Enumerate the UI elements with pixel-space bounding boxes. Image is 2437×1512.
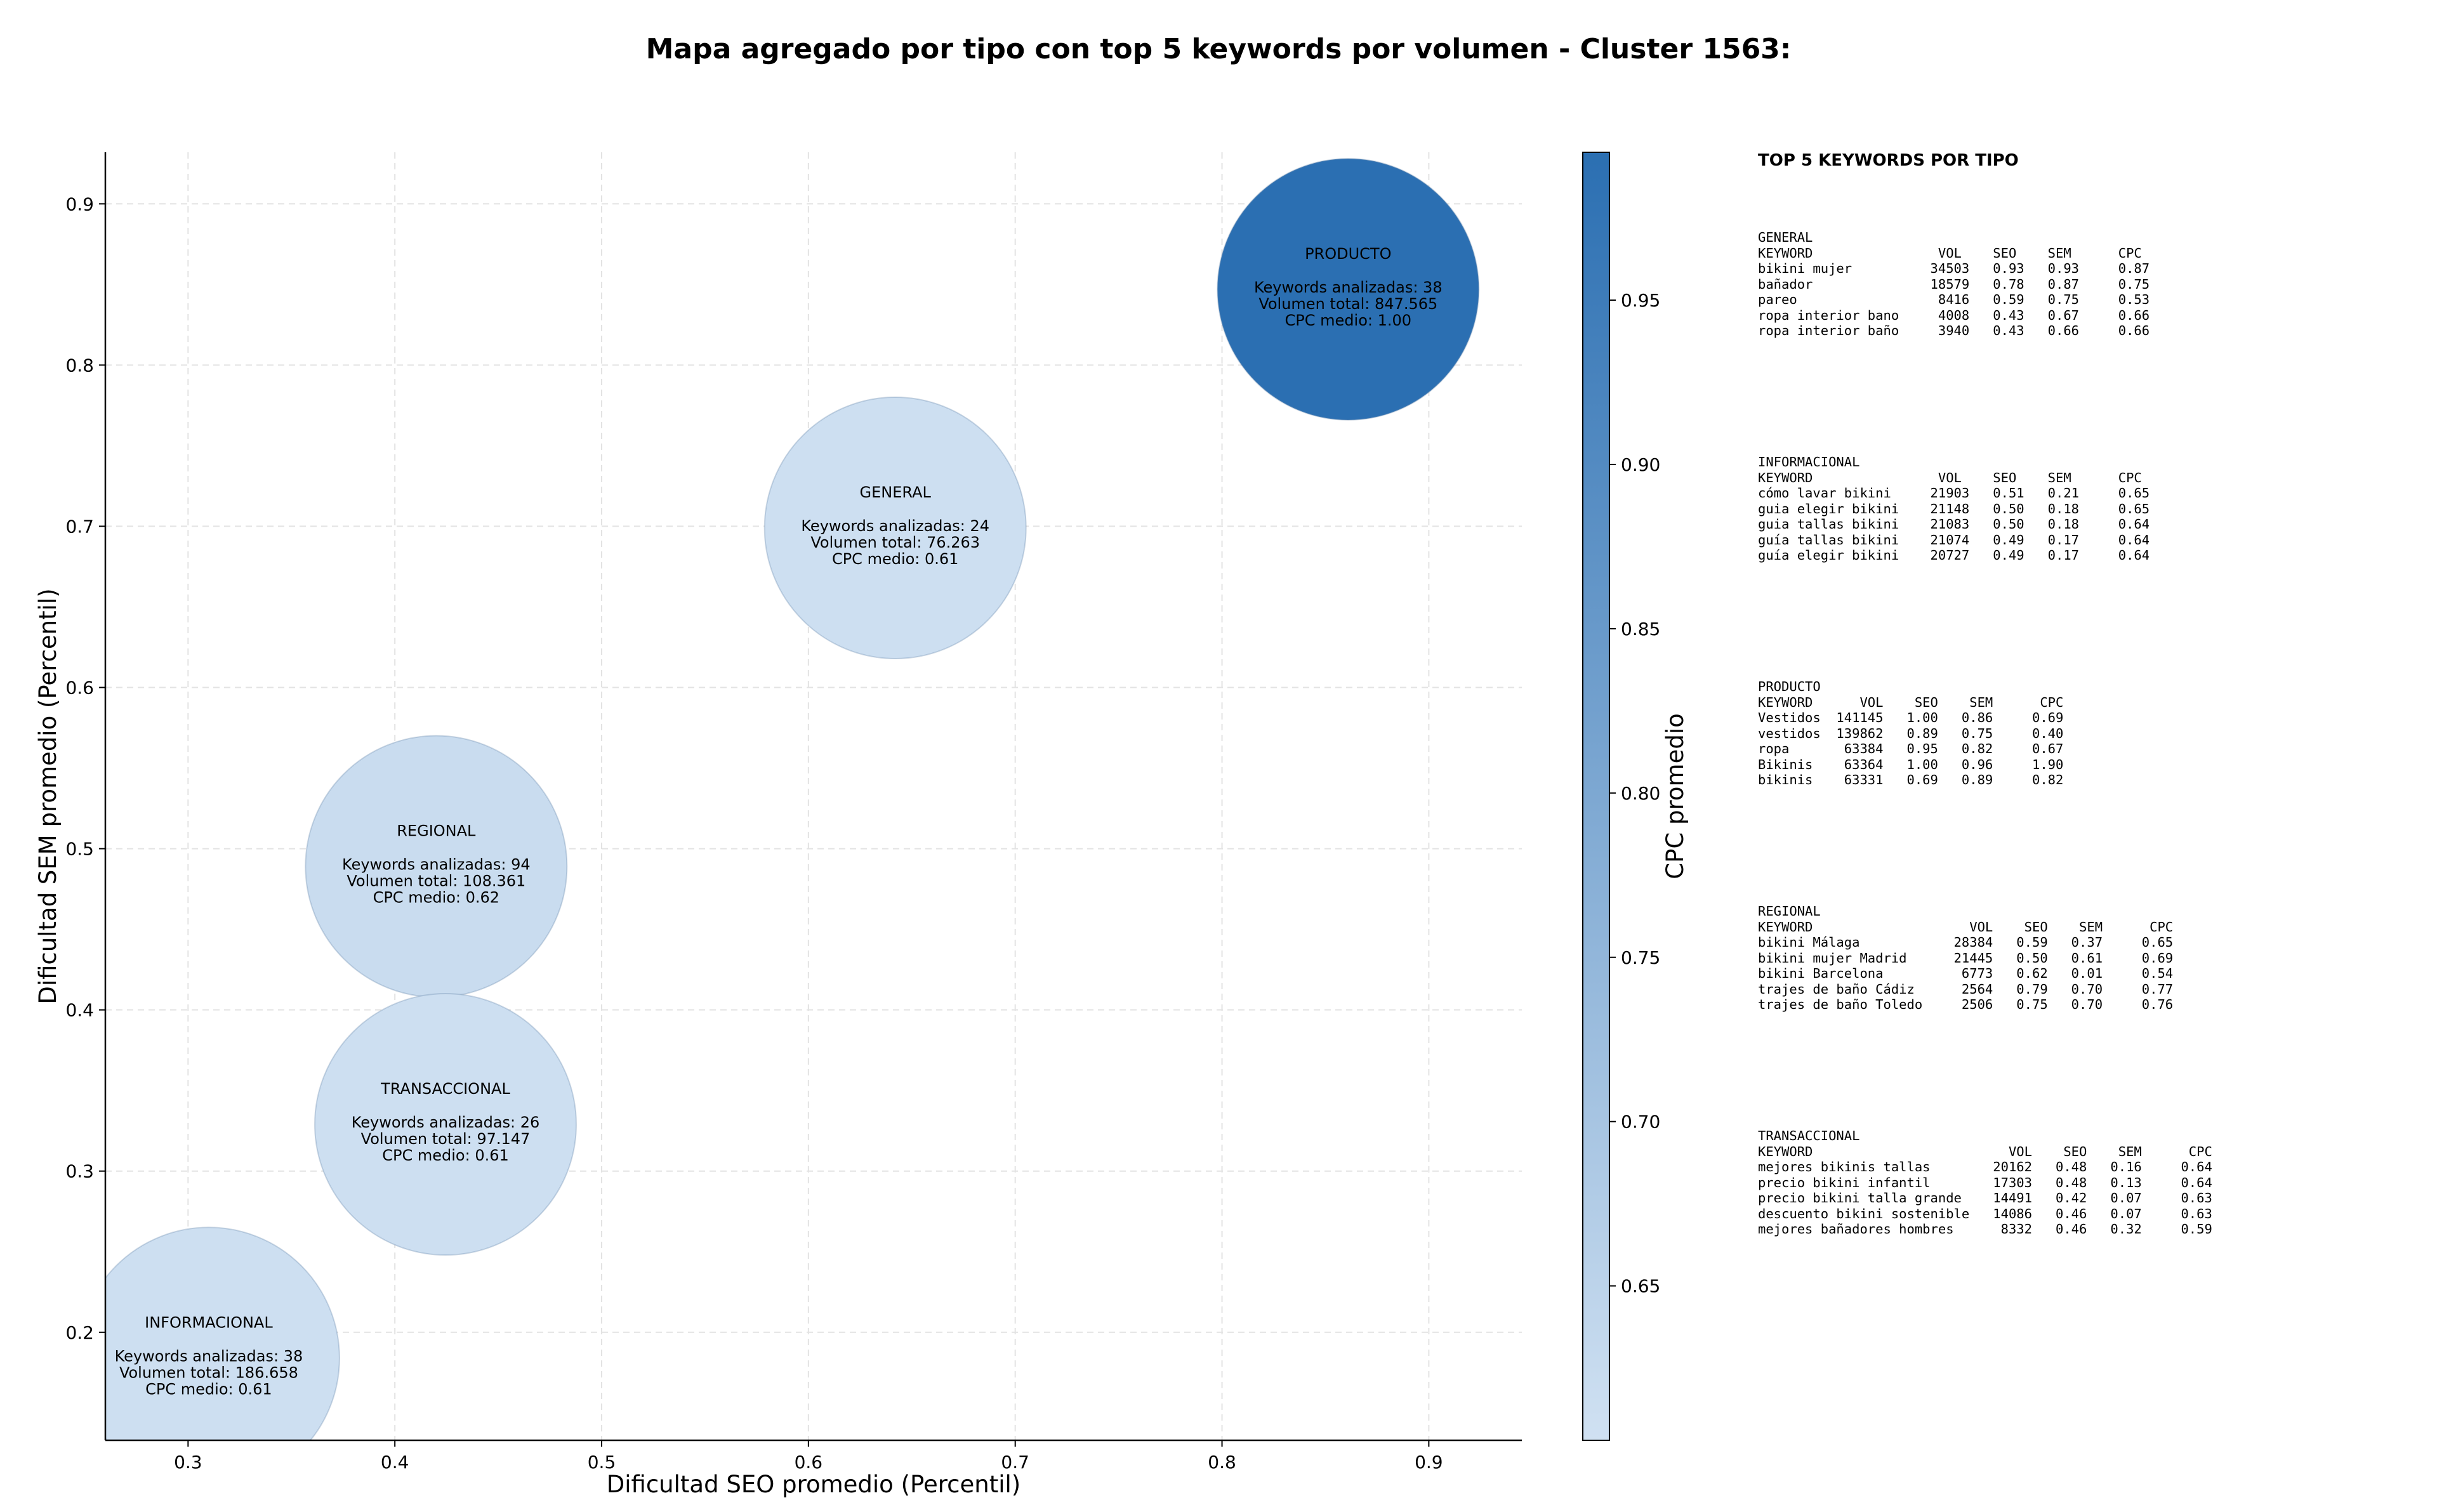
table-row: trajes de baño Cádiz 2564 0.79 0.70 0.77 [1758, 981, 2174, 997]
colorbar-tick-label: 0.65 [1621, 1276, 1660, 1297]
table-header: KEYWORD VOL SEO SEM CPC [1758, 1143, 2212, 1159]
table-row: Vestidos 141145 1.00 0.86 0.69 [1758, 710, 2064, 725]
table-row: guía tallas bikini 21074 0.49 0.17 0.64 [1758, 532, 2150, 548]
colorbar: 0.65 0.70 0.75 0.80 0.85 0.90 0.95 [1582, 152, 1660, 1441]
x-tick-label: 0.3 [174, 1452, 202, 1473]
grid [105, 152, 1522, 1440]
bubble-producto [1217, 157, 1480, 421]
table-header: KEYWORD VOL SEO SEM CPC [1758, 919, 2174, 935]
table-row: mejores bañadores hombres 8332 0.46 0.32… [1758, 1221, 2212, 1237]
x-tick-label: 0.5 [588, 1452, 616, 1473]
bubble-transaccional [314, 993, 578, 1256]
bubble-annotation: Keywords analizadas: 38 [1254, 279, 1443, 296]
table-row: precio bikini infantil 17303 0.48 0.13 0… [1758, 1174, 2212, 1190]
colorbar-tick-label: 0.95 [1621, 290, 1660, 311]
bubbles [105, 157, 1480, 1440]
table-row: cómo lavar bikini 21903 0.51 0.21 0.65 [1758, 485, 2150, 501]
axes: 0.3 0.4 0.5 0.6 0.7 0.8 0.9 0.2 0.3 0.4 0.5 0.6 0.7 0… [65, 152, 1522, 1473]
keyword-table-informacional: INFORMACIONAL KEYWORD VOL SEO SEM CPC có… [1758, 454, 2150, 563]
table-row: bikini mujer Madrid 21445 0.50 0.61 0.69 [1758, 950, 2174, 966]
colorbar-tick-label: 0.80 [1621, 783, 1660, 804]
colorbar-tick-label: 0.85 [1621, 619, 1660, 640]
table-row: mejores bikinis tallas 20162 0.48 0.16 0… [1758, 1159, 2212, 1174]
y-tick-label: 0.2 [65, 1322, 94, 1343]
table-title: INFORMACIONAL [1758, 454, 1860, 470]
bubble-annotation: Keywords analizadas: 94 [342, 856, 531, 874]
table-row: Bikinis 63364 1.00 0.96 1.90 [1758, 756, 2064, 772]
table-row: bañador 18579 0.78 0.87 0.75 [1758, 276, 2150, 292]
top-keywords-heading: TOP 5 KEYWORDS POR TIPO [1758, 151, 2019, 170]
table-title: PRODUCTO [1758, 679, 1821, 694]
table-header: KEYWORD VOL SEO SEM CPC [1758, 245, 2142, 261]
colorbar-label: CPC promedio [1661, 713, 1689, 879]
table-header: KEYWORD VOL SEO SEM CPC [1758, 694, 2064, 710]
table-row: bikini mujer 34503 0.93 0.93 0.87 [1758, 261, 2150, 276]
table-row: vestidos 139862 0.89 0.75 0.40 [1758, 725, 2064, 741]
chart-title: Mapa agregado por tipo con top 5 keyword… [645, 33, 1792, 65]
bubble-annotation: Volumen total: 97.147 [361, 1130, 531, 1148]
bubble-label: REGIONAL [397, 822, 476, 840]
table-title: GENERAL [1758, 230, 1813, 245]
table-row: guía elegir bikini 20727 0.49 0.17 0.64 [1758, 548, 2150, 563]
keyword-table-producto: PRODUCTO KEYWORD VOL SEO SEM CPC Vestido… [1758, 679, 2063, 788]
bubble-general [763, 396, 1027, 659]
y-tick-label: 0.5 [65, 839, 94, 860]
colorbar-tick-label: 0.70 [1621, 1112, 1660, 1133]
keyword-table-general: GENERAL KEYWORD VOL SEO SEM CPC bikini m… [1758, 230, 2150, 339]
colorbar-tick-label: 0.90 [1621, 454, 1660, 475]
y-axis-label: Dificultad SEM promedio (Percentil) [34, 588, 62, 1004]
bubble-annotation: Volumen total: 76.263 [810, 534, 980, 551]
bubble-label: TRANSACCIONAL [380, 1080, 510, 1098]
bubble-label: INFORMACIONAL [145, 1313, 273, 1331]
bubble-annotation: CPC medio: 0.62 [373, 889, 500, 907]
y-tick-label: 0.7 [65, 516, 94, 537]
table-row: descuento bikini sostenible 14086 0.46 0… [1758, 1206, 2212, 1221]
x-tick-label: 0.4 [381, 1452, 409, 1473]
x-tick-label: 0.9 [1415, 1452, 1443, 1473]
x-tick-label: 0.7 [1001, 1452, 1029, 1473]
bubble-annotation: CPC medio: 0.61 [382, 1147, 509, 1164]
table-row: ropa interior bano 4008 0.43 0.67 0.66 [1758, 307, 2150, 323]
bubble-annotation: Volumen total: 847.565 [1258, 295, 1437, 313]
y-tick-label: 0.3 [65, 1161, 94, 1182]
x-tick-label: 0.8 [1208, 1452, 1236, 1473]
bubble-annotation: Keywords analizadas: 24 [801, 517, 989, 535]
y-tick-label: 0.9 [65, 194, 94, 214]
table-row: guia elegir bikini 21148 0.50 0.18 0.65 [1758, 501, 2150, 516]
bubble-label: GENERAL [860, 483, 932, 501]
bubble-annotation: CPC medio: 0.61 [832, 550, 959, 568]
bubble-annotation: Keywords analizadas: 26 [352, 1114, 540, 1131]
table-row: bikini Barcelona 6773 0.62 0.01 0.54 [1758, 966, 2174, 981]
keyword-table-regional: REGIONAL KEYWORD VOL SEO SEM CPC bikini … [1758, 904, 2173, 1013]
table-row: precio bikini talla grande 14491 0.42 0.… [1758, 1190, 2212, 1206]
table-title: TRANSACCIONAL [1758, 1128, 1860, 1143]
bubble-label: PRODUCTO [1305, 245, 1391, 263]
table-row: guia tallas bikini 21083 0.50 0.18 0.64 [1758, 516, 2150, 532]
table-title: REGIONAL [1758, 904, 1821, 919]
y-tick-label: 0.6 [65, 678, 94, 699]
bubble-annotation: Volumen total: 108.361 [347, 872, 525, 890]
table-header: KEYWORD VOL SEO SEM CPC [1758, 470, 2142, 485]
bubble-chart: 0.3 0.4 0.5 0.6 0.7 0.8 0.90.20.30.40.50.60.70… [34, 152, 1689, 1498]
table-row: ropa interior baño 3940 0.43 0.66 0.66 [1758, 323, 2150, 338]
x-axis-label: Dificultad SEO promedio (Percentil) [607, 1471, 1020, 1498]
table-row: bikinis 63331 0.69 0.89 0.82 [1758, 772, 2064, 787]
y-tick-label: 0.4 [65, 1000, 94, 1021]
table-row: trajes de baño Toledo 2506 0.75 0.70 0.7… [1758, 997, 2174, 1012]
keyword-table-transaccional: TRANSACCIONAL KEYWORD VOL SEO SEM CPC me… [1758, 1128, 2212, 1237]
x-tick-label: 0.6 [795, 1452, 823, 1473]
table-row: ropa 63384 0.95 0.82 0.67 [1758, 741, 2064, 756]
bubble-annotation: Volumen total: 186.658 [119, 1364, 298, 1381]
y-tick-label: 0.8 [65, 355, 94, 376]
table-row: bikini Málaga 28384 0.59 0.37 0.65 [1758, 935, 2174, 950]
colorbar-bar [1582, 152, 1610, 1441]
colorbar-tick-label: 0.75 [1621, 947, 1660, 968]
bubble-annotation: CPC medio: 1.00 [1285, 312, 1412, 329]
bubble-informacional [105, 1226, 340, 1440]
bubble-annotation: CPC medio: 0.61 [145, 1380, 272, 1398]
bubble-annotation: Keywords analizadas: 38 [115, 1347, 303, 1365]
table-row: pareo 8416 0.59 0.75 0.53 [1758, 292, 2150, 307]
